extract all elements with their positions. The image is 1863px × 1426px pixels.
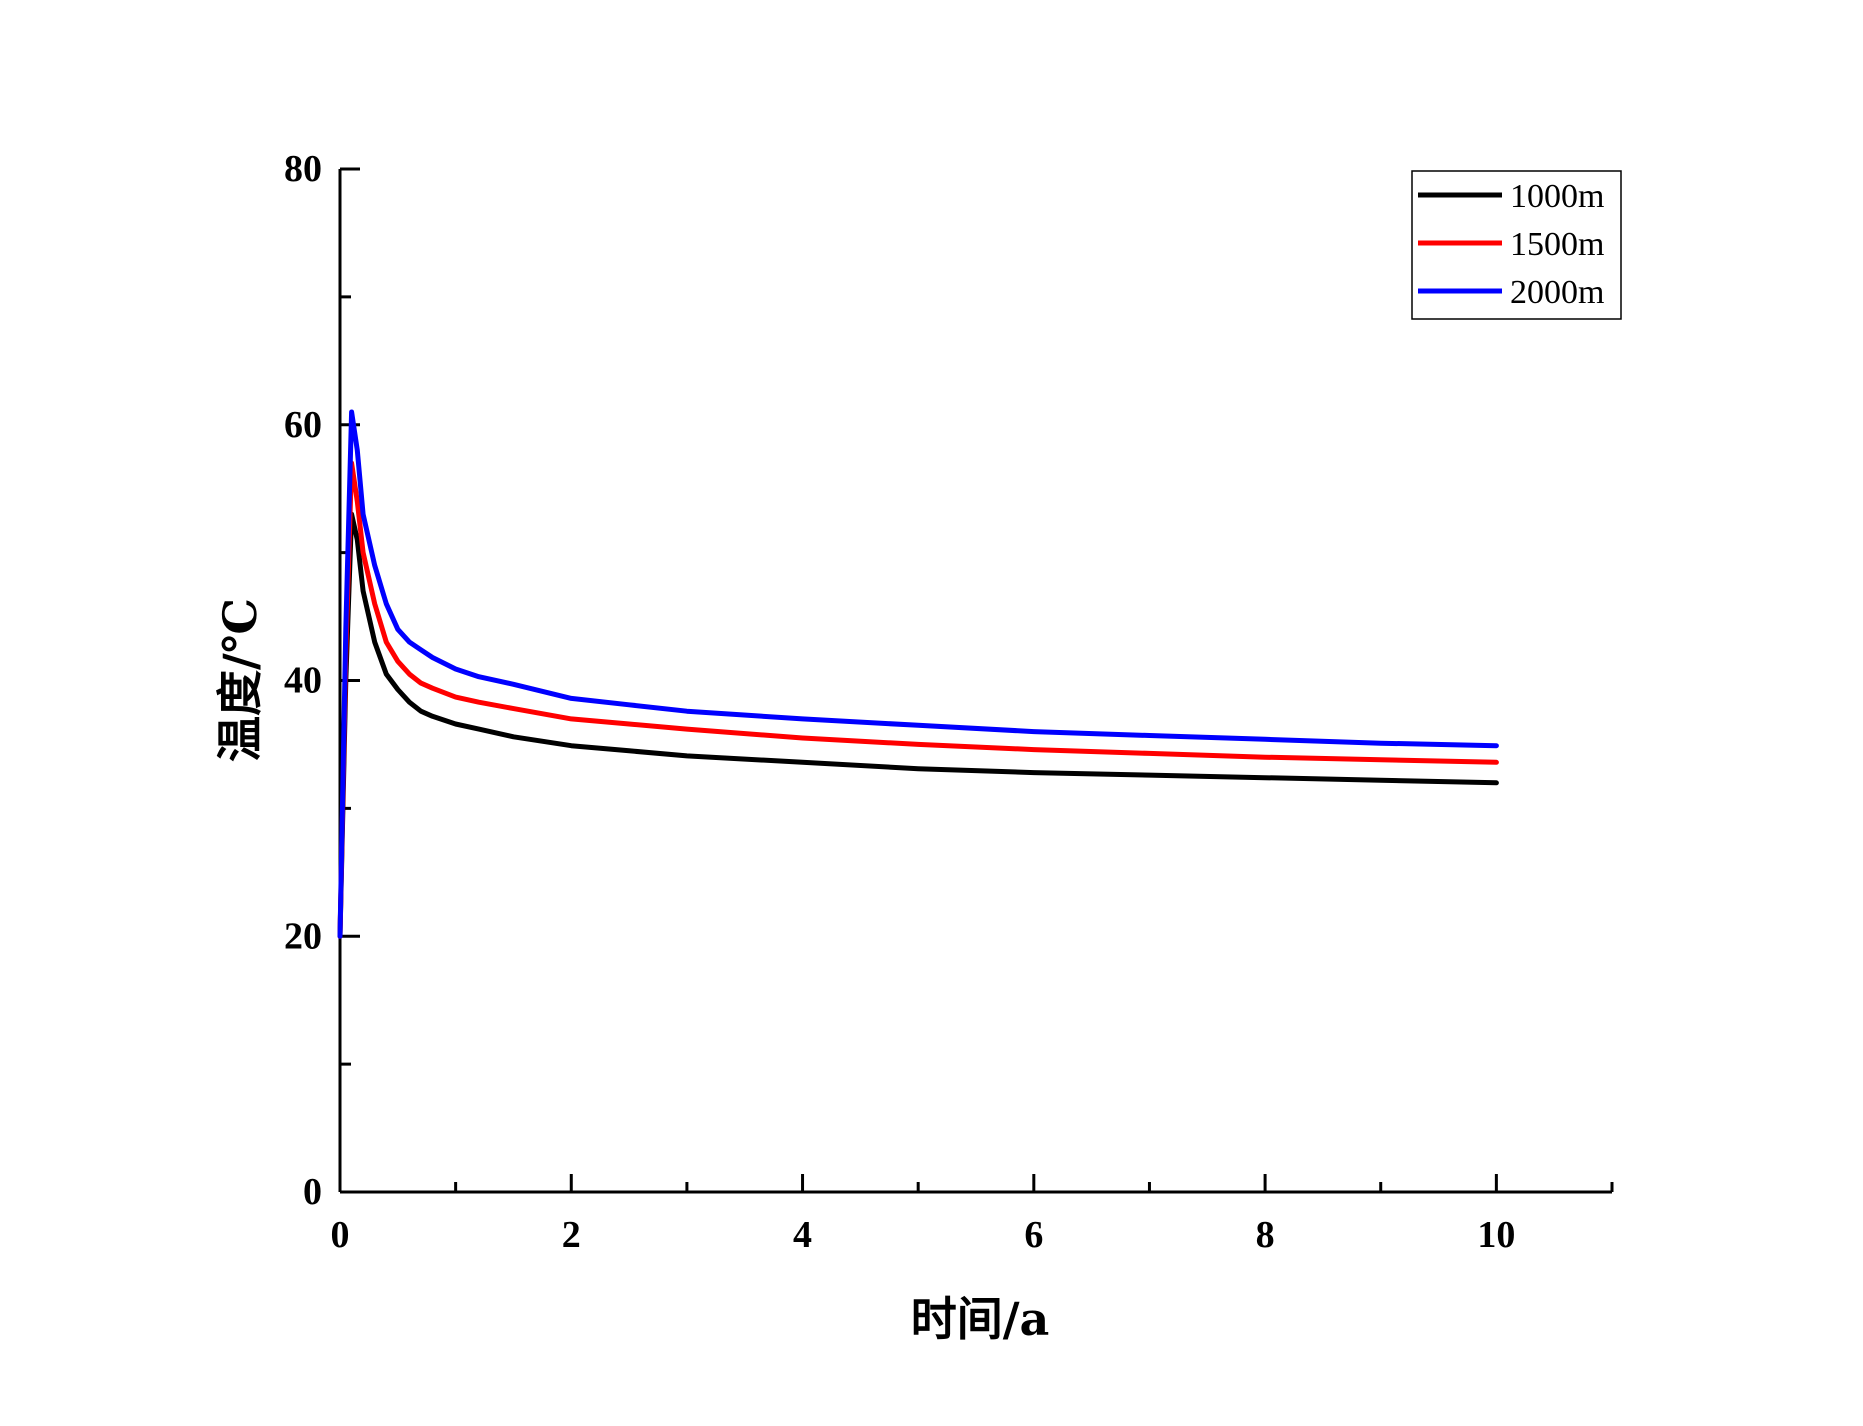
x-tick-label: 2 xyxy=(562,1214,581,1256)
x-tick-label: 4 xyxy=(793,1214,812,1256)
x-tick-label: 0 xyxy=(331,1214,350,1256)
y-axis-title: 温度/℃ xyxy=(213,598,267,762)
series-line-1500m xyxy=(337,460,1499,939)
x-tick-label: 6 xyxy=(1024,1214,1043,1256)
y-tick-label: 20 xyxy=(284,915,322,957)
y-tick-label: 80 xyxy=(284,148,322,190)
x-axis-title: 时间/a xyxy=(911,1292,1050,1346)
series-line-2000m xyxy=(337,409,1499,939)
series-line-1000m xyxy=(337,511,1499,939)
x-tick-label: 8 xyxy=(1256,1214,1275,1256)
legend: 1000m 1500m 2000m xyxy=(1411,170,1622,320)
y-tick-label: 40 xyxy=(284,660,322,702)
x-tick-label: 10 xyxy=(1477,1214,1515,1256)
y-tick-label: 60 xyxy=(284,404,322,446)
legend-label-1500m: 1500m xyxy=(1510,226,1604,263)
series-layer xyxy=(337,409,1499,939)
legend-label-1000m: 1000m xyxy=(1510,178,1604,215)
axes: 0 2 4 6 8 10 0 20 40 60 80 xyxy=(284,148,1614,1256)
legend-label-2000m: 2000m xyxy=(1510,274,1604,311)
y-tick-label: 0 xyxy=(303,1171,322,1213)
